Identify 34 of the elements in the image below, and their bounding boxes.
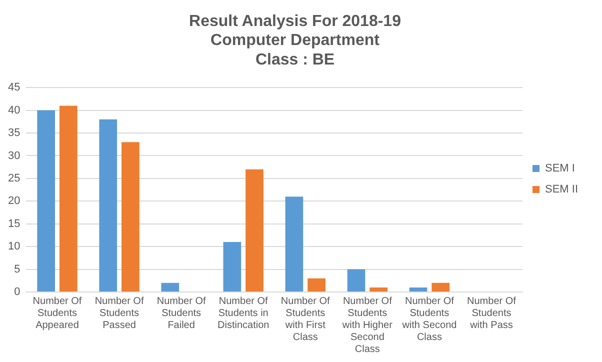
y-tick-label: 45 — [8, 82, 20, 94]
x-tick-label: Number Of Students with Higher Second Class — [341, 296, 394, 355]
bar — [370, 287, 388, 292]
x-tick-label: Number Of Students with Second Class — [401, 296, 457, 343]
x-tick-label: Number Of Students with Pass — [467, 296, 516, 331]
y-tick-label: 20 — [8, 195, 20, 208]
y-tick-label: 15 — [8, 218, 20, 230]
x-tick-label: Number Of Students in Distincation — [217, 296, 270, 331]
x-tick-label: Number Of Students with First Class — [280, 296, 330, 343]
bar — [161, 282, 180, 292]
bar — [347, 269, 366, 292]
bar — [409, 287, 428, 292]
chart-title: Result Analysis For 2018-19 Computer Department Class : BE — [189, 13, 402, 68]
x-tick-label: Number Of Students Appeared — [32, 296, 82, 331]
y-tick-label: 25 — [8, 172, 20, 184]
y-tick-label: 35 — [8, 127, 20, 140]
legend-label: SEM I — [544, 162, 575, 175]
y-tick-label: 40 — [8, 104, 20, 116]
bar — [37, 110, 56, 292]
x-tick-label: Number Of Students Failed — [156, 296, 206, 331]
bar — [122, 142, 140, 292]
bar — [308, 278, 326, 292]
bar — [432, 282, 450, 292]
y-tick-label: 5 — [14, 263, 20, 276]
bar — [285, 196, 304, 292]
legend-label: SEM II — [544, 184, 578, 196]
y-tick-label: 10 — [8, 240, 20, 253]
bar — [223, 242, 242, 292]
x-tick-label: Number Of Students Passed — [94, 296, 144, 331]
y-tick-label: 30 — [8, 150, 20, 162]
y-tick-label: 0 — [14, 286, 20, 298]
bar — [99, 119, 118, 292]
bar — [59, 106, 78, 292]
bar — [246, 169, 264, 292]
